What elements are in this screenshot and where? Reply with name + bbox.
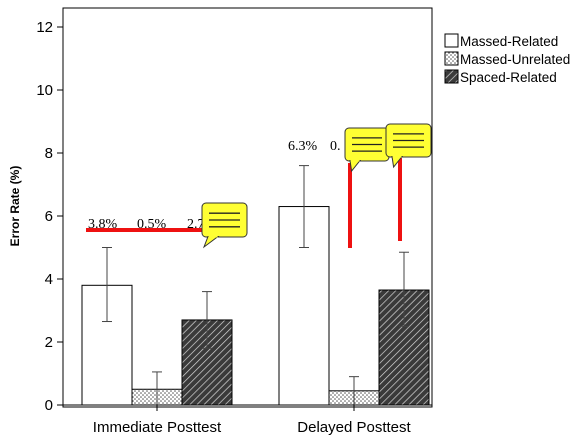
legend-label: Spaced-Related xyxy=(460,70,557,85)
legend: Massed-Related Massed-Unrelated Spaced-Rel… xyxy=(444,33,570,85)
legend-swatch xyxy=(444,69,459,84)
x-category-label: Immediate Posttest xyxy=(93,419,222,436)
annotation-value: 0.5% xyxy=(137,217,167,232)
y-tick-label: 10 xyxy=(36,82,53,99)
annotation-value: 2.7 xyxy=(187,217,205,232)
legend-swatch xyxy=(444,33,459,48)
annotation-value: 0. xyxy=(330,139,341,154)
bars xyxy=(81,165,430,406)
y-tick-label: 4 xyxy=(45,271,53,288)
annotation-value: 6.3% xyxy=(288,139,318,154)
y-axis: 0 2 4 6 8 10 12 xyxy=(36,19,63,414)
legend-label: Massed-Unrelated xyxy=(460,52,570,67)
plot-frame xyxy=(62,7,433,408)
y-axis-title: Error Rate (%) xyxy=(8,166,22,247)
annotations: 3.8% 0.5% 2.7 6.3% 0. xyxy=(86,123,432,249)
y-tick-label: 8 xyxy=(45,145,53,162)
legend-label: Massed-Related xyxy=(460,34,558,49)
x-category-label: Delayed Posttest xyxy=(297,419,411,436)
note-callout-icon xyxy=(385,123,432,169)
legend-swatch xyxy=(444,51,459,66)
note-callout-icon xyxy=(201,202,248,249)
note-callout-icon xyxy=(344,127,390,173)
y-tick-label: 0 xyxy=(45,397,53,414)
y-tick-label: 2 xyxy=(45,334,53,351)
y-tick-label: 6 xyxy=(45,208,53,225)
y-tick-label: 12 xyxy=(36,19,53,36)
annotation-value: 3.8% xyxy=(88,217,118,232)
x-axis: Immediate Posttest Delayed Posttest xyxy=(63,404,432,436)
